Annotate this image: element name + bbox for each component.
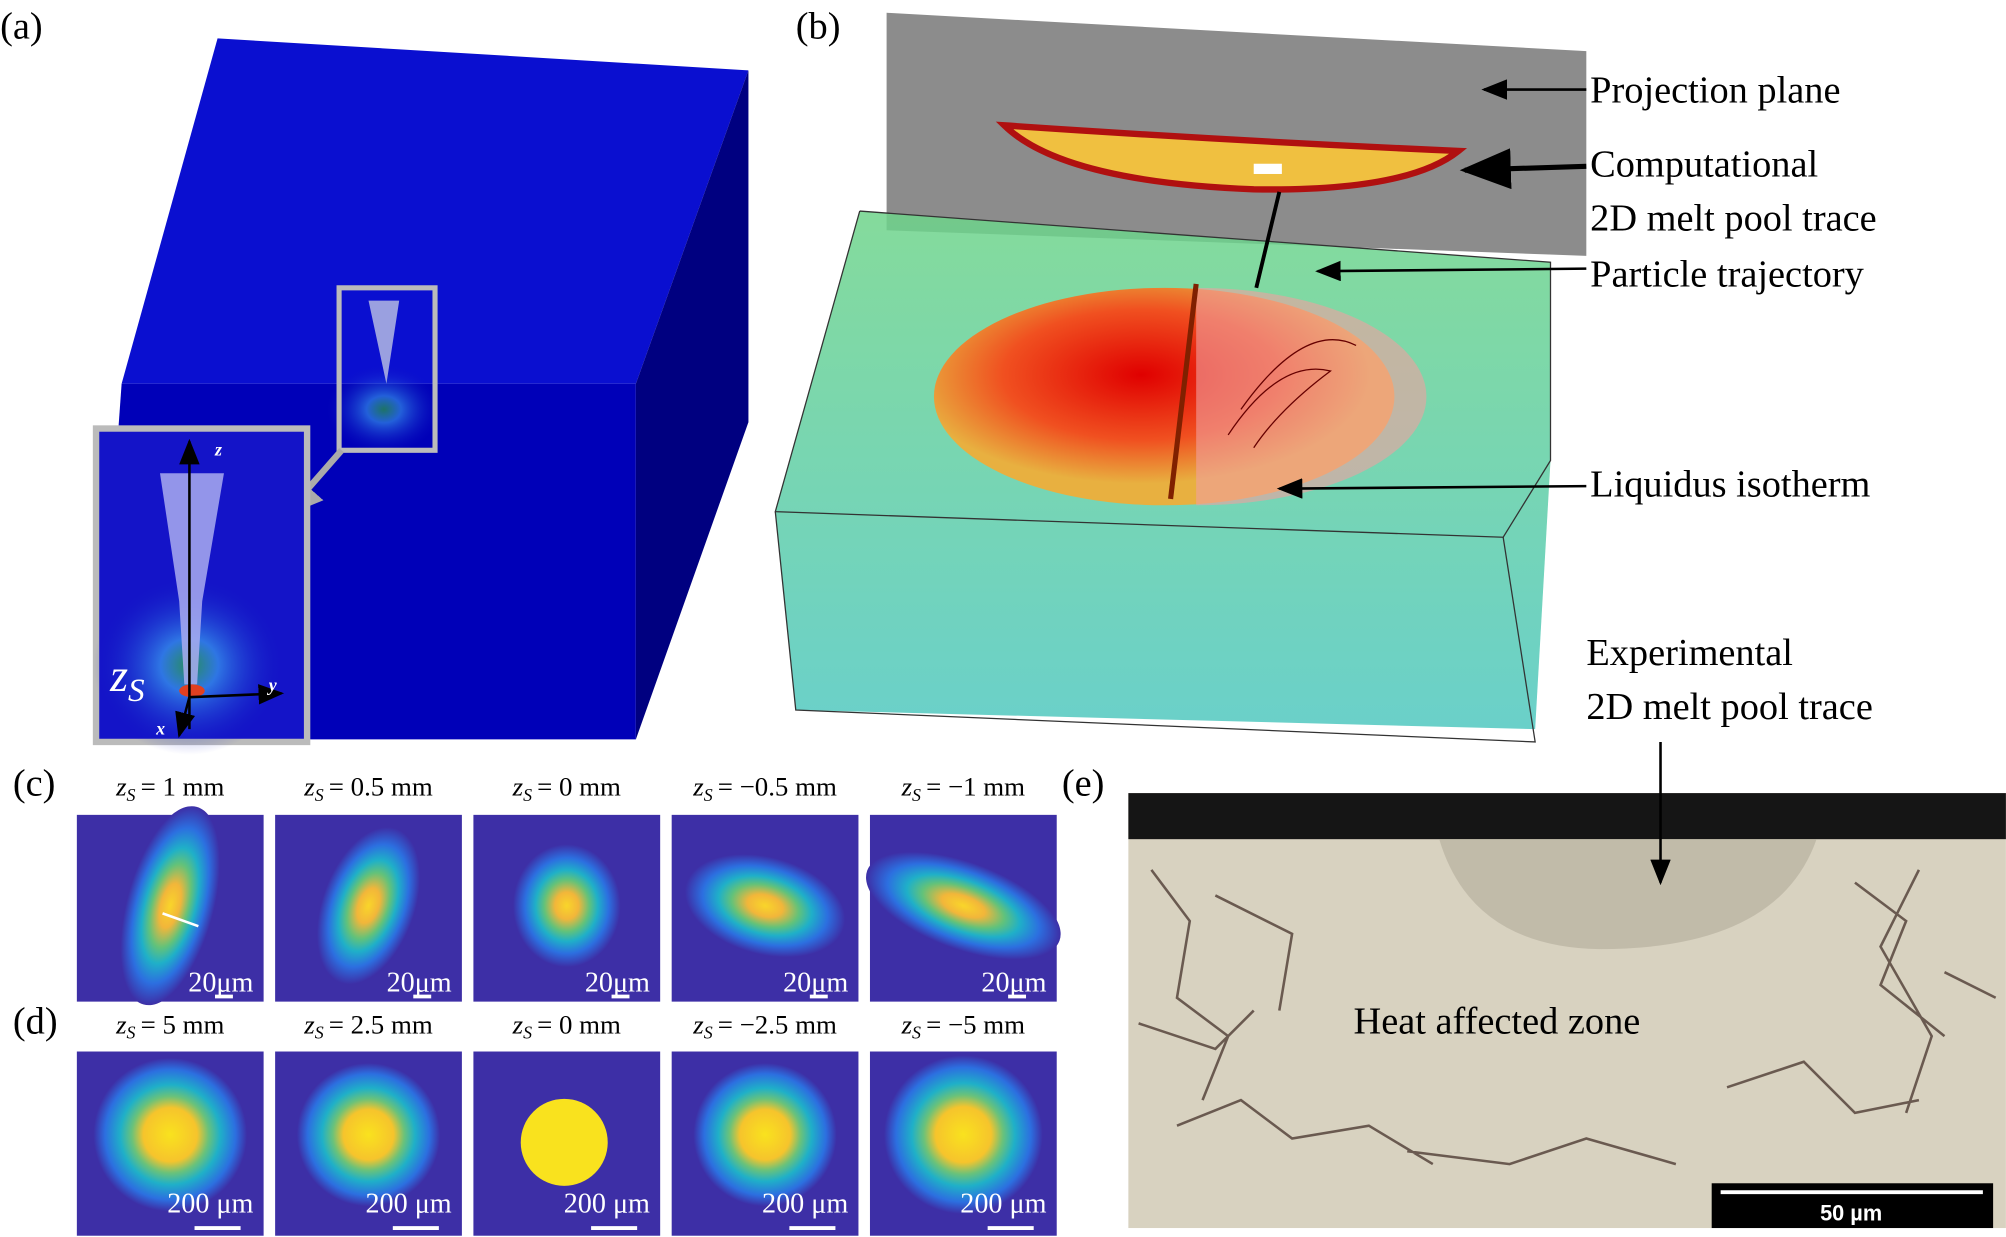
sub: S (912, 785, 921, 805)
scale-label: 20μm (783, 967, 848, 998)
scale-label: 200 μm (167, 1189, 253, 1220)
beam-spot (120, 806, 220, 1006)
beam-spot (884, 1055, 1043, 1214)
scale-label: 20μm (387, 967, 452, 998)
sub: S (523, 1023, 532, 1043)
rest: = −1 mm (926, 772, 1025, 802)
beam-spot (513, 844, 621, 968)
var: z (303, 1010, 315, 1040)
image-title: zS = 5 mm (115, 1010, 224, 1043)
rest: = 1 mm (141, 772, 225, 802)
sub: S (315, 785, 324, 805)
var: z (303, 772, 315, 802)
beam-spot (866, 851, 1061, 960)
var: z (901, 1010, 913, 1040)
var: z (512, 1010, 524, 1040)
sub: S (704, 785, 713, 805)
rest: = 5 mm (141, 1010, 225, 1040)
sub: S (127, 1023, 136, 1043)
scale-label: 20μm (188, 967, 253, 998)
var: z (692, 1010, 704, 1040)
panel-label: (c) (13, 763, 56, 805)
scale-label: 20μm (585, 967, 650, 998)
sub: S (912, 1023, 921, 1043)
scale-label: 200 μm (762, 1189, 848, 1220)
scale-label: 20μm (981, 967, 1046, 998)
image-title: zS = −0.5 mm (692, 772, 837, 805)
panel-label: (e) (1062, 763, 1105, 805)
sub: S (704, 1023, 713, 1043)
melt-pool-render (774, 12, 1587, 743)
image-title: zS = 1 mm (115, 772, 224, 805)
image-title: zS = 0 mm (512, 772, 621, 805)
scale-label: 200 μm (365, 1189, 451, 1220)
beam-spot (684, 854, 846, 958)
sub: S (523, 785, 532, 805)
image-title: zS = 0 mm (512, 1010, 621, 1043)
var: z (115, 1010, 127, 1040)
beam-spot (296, 1063, 441, 1207)
image-title: zS = 2.5 mm (303, 1010, 433, 1043)
annotation: Computational (1590, 144, 1818, 186)
rest: = 0 mm (537, 772, 621, 802)
panel-label: (b) (796, 5, 841, 47)
arrow (162, 912, 199, 928)
axis-label: y (267, 675, 277, 695)
panel-label: (a) (0, 5, 43, 47)
beam-spot (93, 1057, 247, 1212)
scale-label: 50 µm (1820, 1200, 1882, 1225)
rest: = 2.5 mm (329, 1010, 433, 1040)
beam-spot (316, 827, 421, 985)
annotation: Particle trajectory (1590, 254, 1865, 296)
annotation: Liquidus isotherm (1590, 463, 1870, 505)
rest: = 0.5 mm (329, 772, 433, 802)
annotation: 2D melt pool trace (1590, 197, 1877, 239)
annotation: Projection plane (1590, 69, 1840, 111)
rest: = −5 mm (926, 1010, 1025, 1040)
scale-label: 200 μm (564, 1189, 650, 1220)
beam-spot (693, 1063, 837, 1207)
var: z (115, 772, 127, 802)
sub: S (127, 785, 136, 805)
image-title: zS = −1 mm (901, 772, 1026, 805)
axis-label: z (214, 439, 222, 459)
image-title: zS = −2.5 mm (692, 1010, 837, 1043)
beam-spot (520, 1098, 608, 1186)
micrograph: 50 µm (1128, 793, 2006, 1229)
var: z (901, 772, 913, 802)
var: z (512, 772, 524, 802)
inset: z y x zS (92, 425, 311, 755)
annotation: 2D melt pool trace (1586, 686, 1873, 728)
sub: S (315, 1023, 324, 1043)
rest: = −2.5 mm (718, 1010, 837, 1040)
var: z (109, 650, 128, 701)
rest: = 0 mm (537, 1010, 621, 1040)
axis-label: x (155, 718, 165, 738)
image-title: zS = 0.5 mm (303, 772, 433, 805)
annotation: Heat affected zone (1354, 1001, 1641, 1043)
sub: S (128, 672, 145, 709)
annotation: Experimental (1586, 632, 1793, 674)
var: z (692, 772, 704, 802)
scale-label: 200 μm (960, 1189, 1046, 1220)
panel-label: (d) (13, 1001, 58, 1043)
beam-label: zS (109, 650, 145, 709)
rest: = −0.5 mm (718, 772, 837, 802)
image-title: zS = −5 mm (901, 1010, 1026, 1043)
